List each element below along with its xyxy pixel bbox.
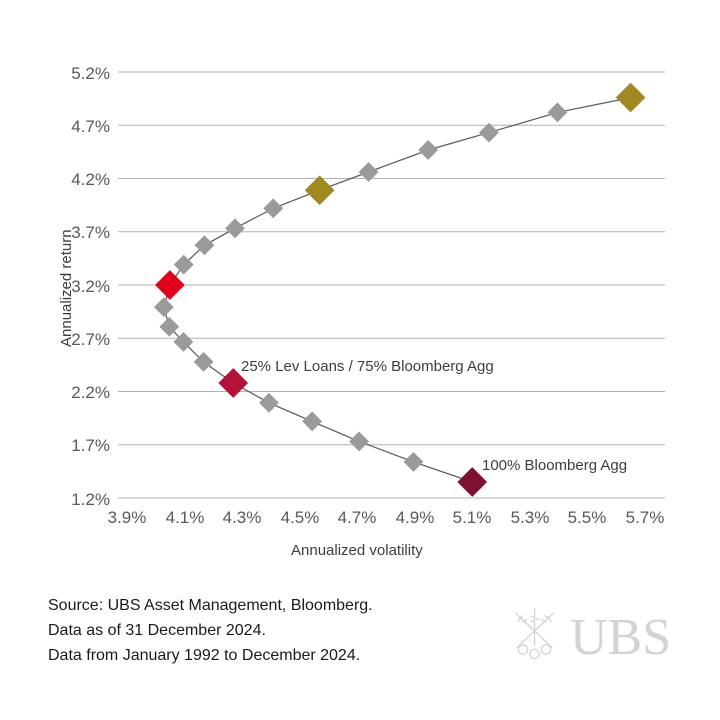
svg-text:UBS: UBS [570,609,669,661]
